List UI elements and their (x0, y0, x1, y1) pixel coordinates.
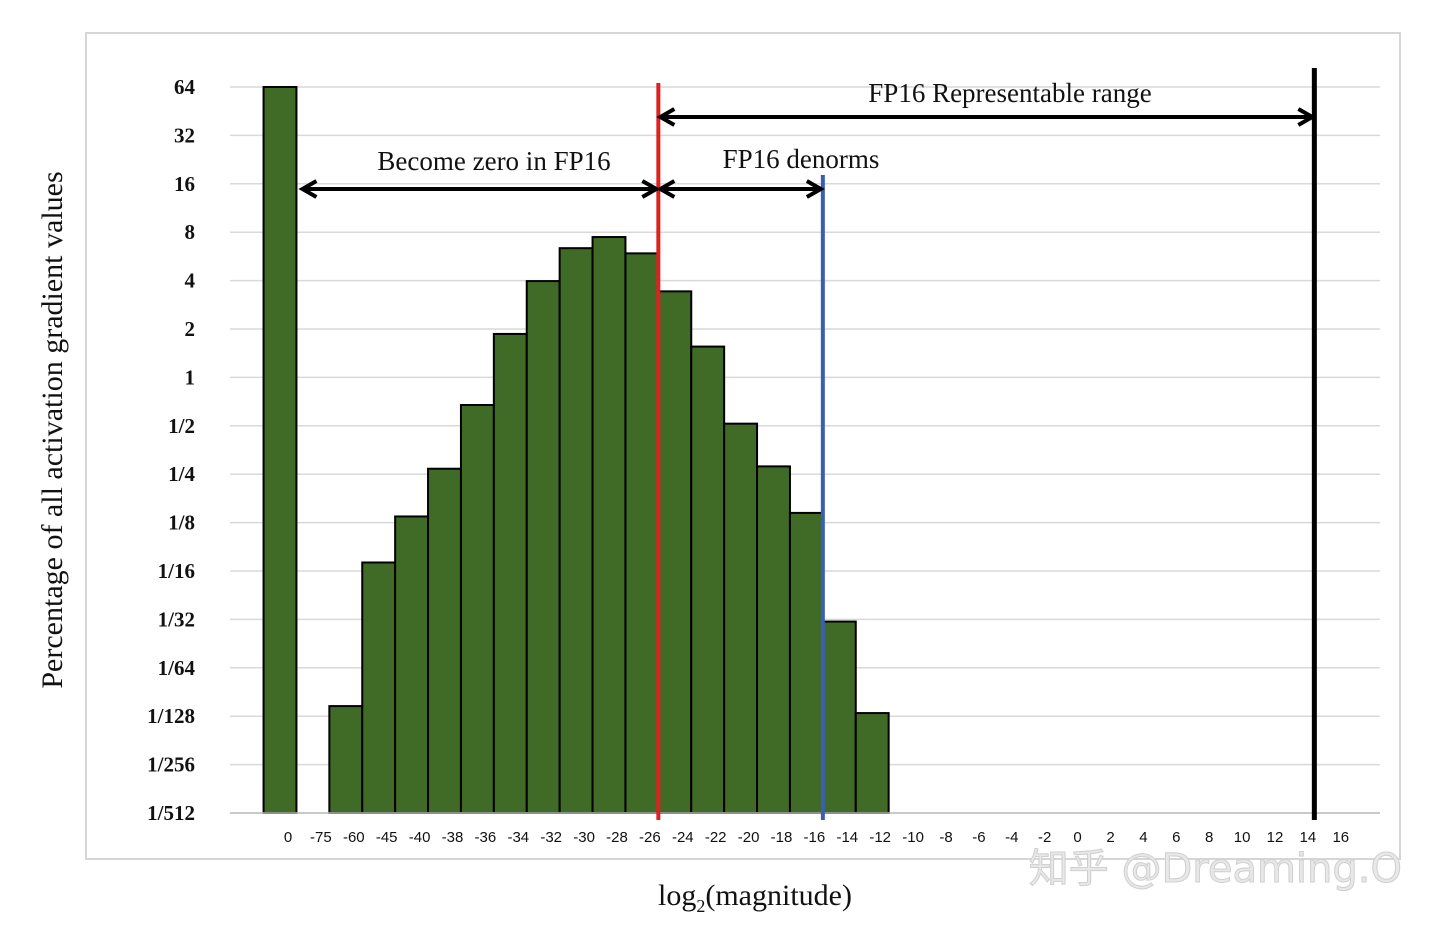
y-tick-label: 1 (185, 365, 196, 389)
x-tick-label: -14 (836, 829, 858, 846)
histogram-bar (492, 332, 528, 814)
reference-lines (656, 68, 1317, 820)
annotation-fp16-denorms: FP16 denorms (723, 144, 880, 174)
y-tick-label: 16 (174, 172, 195, 196)
x-tick-label: -18 (771, 829, 793, 846)
x-tick-label: -75 (310, 829, 332, 846)
annotation-fp16-range: FP16 Representable range (868, 78, 1151, 108)
y-tick-label: 1/2 (168, 414, 195, 438)
histogram-bar (690, 345, 726, 814)
histogram-bar (821, 620, 857, 814)
x-tick-label: -6 (972, 829, 985, 846)
x-tick-label: -32 (540, 829, 562, 846)
histogram-bar (591, 236, 627, 814)
y-tick-label: 1/8 (168, 511, 195, 535)
y-tick-label: 1/128 (147, 704, 195, 728)
x-tick-label: -36 (475, 829, 497, 846)
y-axis-ticks: 1/512 1/256 1/128 1/64 1/32 1/16 1/8 1/4 1/2 1 2 4 8… (147, 75, 195, 825)
y-tick-label: 1/256 (147, 753, 195, 777)
representable-range-arrow (656, 107, 1317, 127)
x-tick-label: 14 (1300, 829, 1317, 846)
x-tick-label: -60 (343, 829, 365, 846)
x-tick-label: -22 (705, 829, 727, 846)
x-tick-label: -40 (409, 829, 431, 846)
x-axis-ticks: 0 -75 -60 -45 -40 -38 -36 -34 -32 -30 -28 -26 -24 -22… (284, 829, 1349, 846)
watermark: 知乎 @Dreaming.O (1029, 846, 1402, 892)
annotation-become-zero: Become zero in FP16 (377, 146, 610, 176)
x-axis-label: log2(magnitude) (658, 879, 852, 916)
y-tick-label: 8 (185, 220, 196, 244)
y-tick-label: 1/64 (158, 656, 196, 680)
y-tick-label: 1/512 (147, 801, 195, 825)
histogram-bar (756, 465, 791, 814)
y-tick-label: 1/16 (158, 559, 195, 583)
x-tick-label: -16 (804, 829, 826, 846)
x-tick-label: 0 (1073, 829, 1081, 846)
x-tick-label: 4 (1139, 829, 1147, 846)
x-tick-label: 10 (1234, 829, 1251, 846)
y-tick-label: 4 (185, 269, 196, 293)
y-tick-label: 64 (174, 75, 196, 99)
histogram-bar (723, 422, 759, 814)
y-tick-label: 2 (185, 317, 196, 341)
y-tick-label: 32 (174, 123, 195, 147)
histogram-bar (394, 515, 430, 814)
x-tick-label: -24 (672, 829, 694, 846)
x-tick-label: 6 (1172, 829, 1180, 846)
histogram-bar (558, 247, 594, 814)
x-tick-label: -28 (606, 829, 628, 846)
histogram-bar (624, 252, 660, 814)
x-tick-label: 0 (284, 829, 292, 846)
denorms-arrow (656, 179, 825, 199)
x-tick-label: -20 (738, 829, 760, 846)
x-tick-label: -8 (939, 829, 952, 846)
histogram-bar (854, 712, 890, 814)
histogram-bar (788, 511, 824, 814)
y-tick-label: 1/4 (168, 462, 195, 486)
x-tick-label: -26 (639, 829, 661, 846)
histogram-bar (427, 467, 462, 814)
histogram-bar (262, 86, 298, 814)
histogram-bar (657, 290, 693, 814)
x-tick-label: -38 (442, 829, 464, 846)
x-tick-label: 2 (1106, 829, 1114, 846)
histogram-bar (459, 403, 495, 814)
bars (262, 86, 890, 815)
range-arrows (298, 107, 1317, 199)
x-tick-label: 12 (1267, 829, 1284, 846)
histogram-bar (525, 280, 561, 814)
x-tick-label: 16 (1332, 829, 1349, 846)
x-tick-label: -30 (573, 829, 595, 846)
y-axis-label: Percentage of all activation gradient va… (36, 171, 69, 688)
histogram-bar (328, 705, 364, 814)
histogram-bar (361, 561, 397, 815)
y-tick-label: 1/32 (158, 607, 195, 631)
x-tick-label: -34 (507, 829, 529, 846)
x-tick-label: 8 (1205, 829, 1213, 846)
x-tick-label: -45 (376, 829, 398, 846)
x-tick-label: -10 (902, 829, 924, 846)
x-tick-label: -4 (1005, 829, 1018, 846)
x-tick-label: -2 (1038, 829, 1051, 846)
x-tick-label: -12 (869, 829, 891, 846)
